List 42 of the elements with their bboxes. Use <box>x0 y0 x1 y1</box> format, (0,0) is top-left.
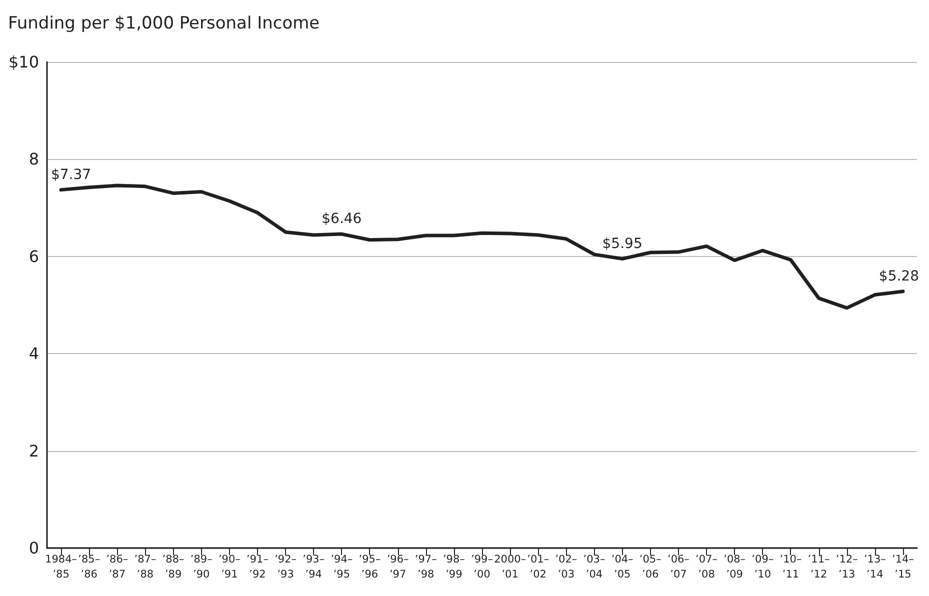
x-tick-label: ’14– ’15 <box>892 554 914 580</box>
x-tick-label: ’09– ’10 <box>752 554 774 580</box>
x-tick-label: ’01– ’02 <box>527 554 550 580</box>
x-tick-label: 2000– ’01 <box>494 554 526 580</box>
x-tick-label: ’03– ’04 <box>583 554 606 580</box>
y-tick-label: 2 <box>28 441 39 460</box>
x-tick-label: ’87– ’88 <box>134 554 156 580</box>
y-tick-label: 8 <box>28 150 39 169</box>
x-tick-label: ’11– ’12 <box>808 554 830 580</box>
x-tick-label: 1984– ’85 <box>45 554 78 580</box>
data-label: $5.28 <box>878 268 920 284</box>
x-tick-label: ’99– ’00 <box>471 554 493 580</box>
data-label: $5.95 <box>602 236 642 252</box>
y-tick-label: 6 <box>28 246 39 266</box>
x-tick-label: ’91– ’92 <box>246 554 268 580</box>
x-tick-label: ’85– ’86 <box>78 554 100 580</box>
chart-title: Funding per $1,000 Personal Income <box>8 14 320 34</box>
x-tick-label: ’86– ’87 <box>106 554 128 580</box>
y-tick-label: 4 <box>28 344 39 364</box>
x-tick-label: ’10– ’11 <box>780 554 802 580</box>
x-tick-label: ’88– ’89 <box>162 554 184 580</box>
x-tick-label: ’02– ’03 <box>555 554 578 580</box>
x-tick-label: ’92– ’93 <box>274 554 297 580</box>
x-tick-label: ’97– ’98 <box>414 554 437 580</box>
data-label: $6.46 <box>322 211 362 228</box>
x-tick-label: ’95– ’96 <box>358 554 381 580</box>
x-tick-label: ’89– ’90 <box>190 554 212 580</box>
data-label: $7.37 <box>50 166 92 183</box>
x-tick-label: ’93– ’94 <box>302 554 325 580</box>
x-tick-label: ’12– ’13 <box>836 554 858 580</box>
x-tick-label: ’07– ’08 <box>696 554 718 580</box>
y-tick-label: $10 <box>8 52 39 72</box>
x-tick-label: ’90– ’91 <box>218 554 240 580</box>
x-tick-label: ’06– ’07 <box>667 554 690 580</box>
x-tick-label: ’04– ’05 <box>611 554 634 580</box>
x-tick-label: ’05– ’06 <box>639 554 662 580</box>
x-tick-label: ’96– ’97 <box>386 554 409 580</box>
y-tick-label: 0 <box>28 538 39 558</box>
x-tick-label: ’13– ’14 <box>864 554 886 580</box>
x-tick-label: ’98– ’99 <box>442 554 465 580</box>
x-tick-label: ’94– ’95 <box>330 554 353 580</box>
x-tick-label: ’08– ’09 <box>724 554 746 580</box>
